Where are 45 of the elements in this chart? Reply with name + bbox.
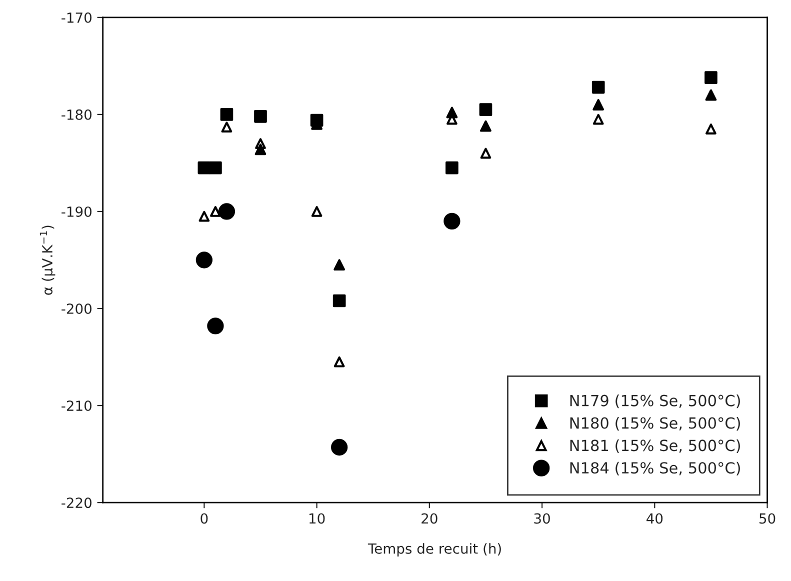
point xyxy=(446,106,458,118)
y-axis-title: α (µV.K$^{−1}$) xyxy=(40,226,56,295)
x-tick-label: 0 xyxy=(200,513,208,524)
point xyxy=(220,108,234,121)
point xyxy=(480,120,492,132)
point xyxy=(480,148,492,159)
x-axis-title: Temps de recuit (h) xyxy=(368,543,501,557)
point xyxy=(198,210,210,222)
legend-label: N179 (15% Se, 500°C) xyxy=(570,394,740,408)
legend-label: N184 (15% Se, 500°C) xyxy=(570,462,740,476)
point xyxy=(209,161,222,174)
point xyxy=(218,203,236,220)
point xyxy=(196,252,213,268)
point xyxy=(446,161,458,174)
y-tick-label: -170 xyxy=(62,12,92,23)
point xyxy=(592,99,604,110)
point xyxy=(210,206,221,217)
point xyxy=(706,124,716,134)
point xyxy=(332,294,346,308)
point xyxy=(254,144,266,156)
point xyxy=(479,103,492,116)
y-tick-label: -200 xyxy=(62,303,92,314)
legend-label: N181 (15% Se, 500°C) xyxy=(570,439,740,454)
point xyxy=(444,212,460,230)
x-tick-label: 20 xyxy=(422,513,438,524)
point xyxy=(207,318,224,334)
x-tick-label: 10 xyxy=(309,513,325,524)
x-tick-label: 30 xyxy=(534,513,550,524)
y-tick-label: -190 xyxy=(62,206,92,217)
point xyxy=(705,89,717,101)
legend-label: N180 (15% Se, 500°C) xyxy=(570,416,740,431)
y-tick-label: -220 xyxy=(62,498,92,508)
y-tick-label: -180 xyxy=(62,109,92,120)
point xyxy=(334,356,345,368)
point xyxy=(221,122,232,133)
y-tick-label: -210 xyxy=(62,400,92,412)
x-tick-label: 40 xyxy=(646,513,663,524)
x-tick-label: 50 xyxy=(760,513,776,524)
point xyxy=(311,206,322,217)
point xyxy=(254,110,267,123)
point xyxy=(704,71,718,84)
point xyxy=(592,80,605,94)
point xyxy=(330,438,348,456)
point xyxy=(334,259,346,271)
point xyxy=(592,114,604,125)
